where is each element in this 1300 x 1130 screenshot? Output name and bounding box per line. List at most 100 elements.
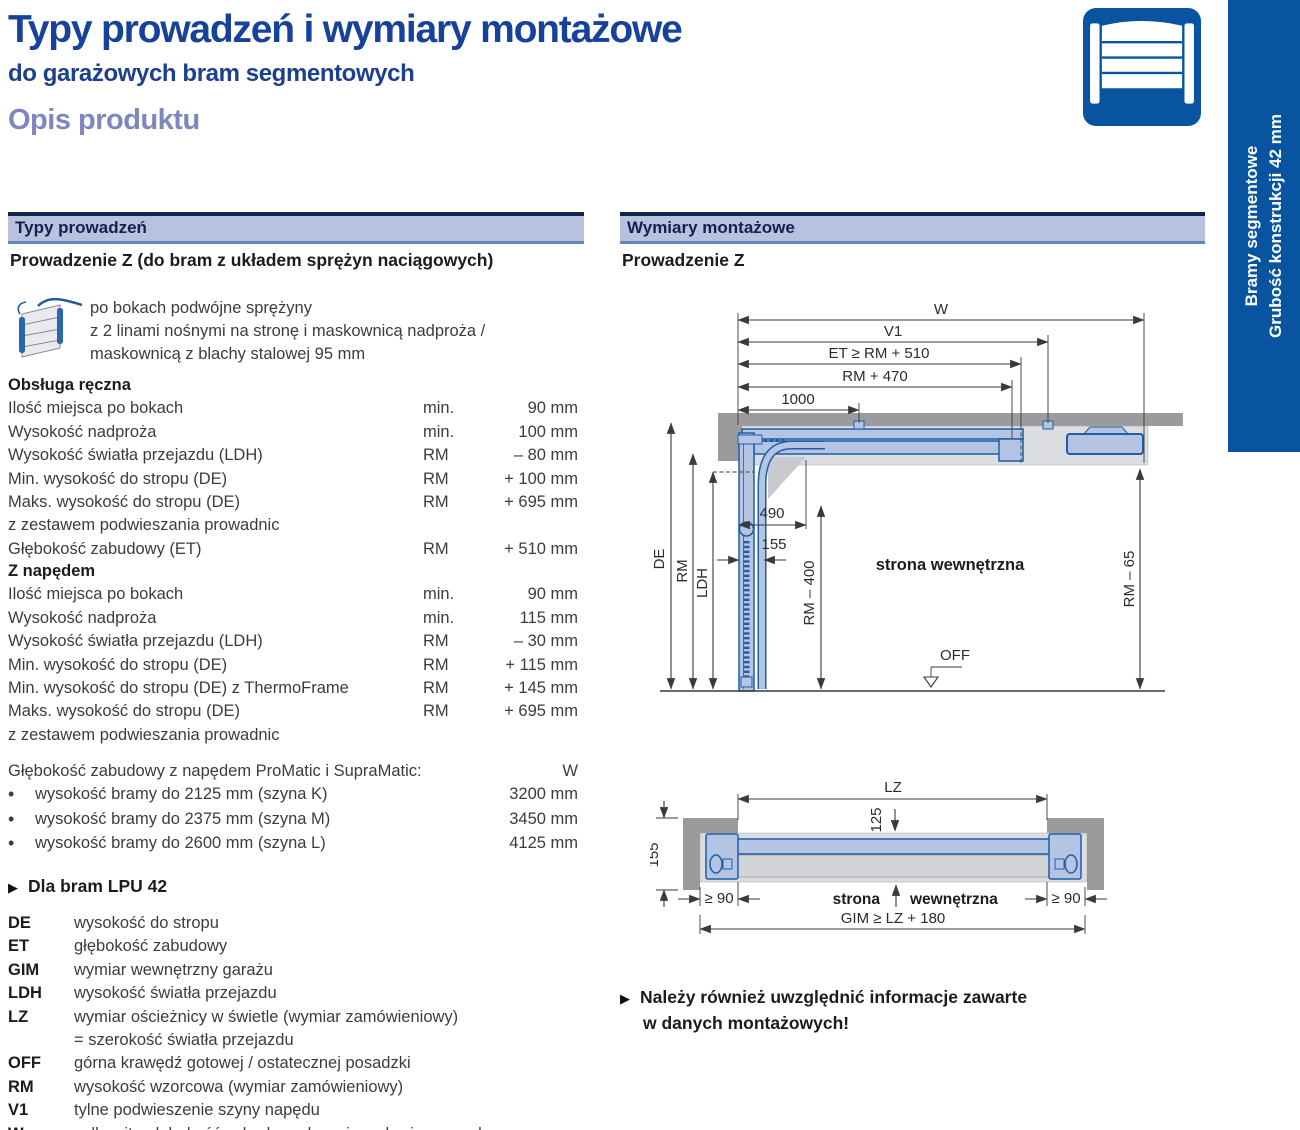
row-label: Ilość miejsca po bokach [8,399,184,418]
table-row: Wysokość światła przejazdu (LDH) RM – 30 m… [8,630,578,653]
legend-key: RM [8,1077,34,1096]
operator-rail [741,428,1024,440]
legend-key: LZ [8,1007,29,1026]
legend-key: LDH [8,984,42,1003]
intro-text: po bokach podwójne sprężyny z 2 linami n… [90,299,486,363]
table-row: Wysokość nadproża min. 100 mm [8,421,578,444]
row-value [483,514,578,537]
table-row: Maks. wysokość do stropu (DE) RM + 695 mm [8,700,578,723]
legend-item: LDH wysokość światła przejazdu [8,982,588,1005]
legend-text: górna krawędź gotowej / ostatecznej posa… [74,1054,411,1073]
row-value: – 80 mm [513,446,578,465]
arrow-right-icon: ▶ [620,991,630,1006]
legend-item: ET głębokość zabudowy [8,935,588,958]
inside-label-2: wewnętrzna [909,891,998,908]
row-ref: RM [423,493,449,512]
legend-item: OFF górna krawędź gotowej / ostatecznej p… [8,1052,588,1075]
legend-item: LZ wymiar ościeżnicy w świetle (wymiar za… [8,1006,588,1053]
row-value: + 695 mm [504,493,578,512]
row-label: Ilość miejsca po bokach [8,585,184,604]
wall-right [1047,818,1104,890]
cable-drum [738,521,755,537]
corner-wedge [768,457,806,499]
montage-note: ▶ Należy również uwzględnić informacje z… [620,985,1200,1035]
dim-rm400: RM – 400 [801,560,818,625]
dim-1000: 1000 [781,391,814,408]
row-label: z zestawem podwieszania prowadnic [8,516,280,535]
row-ref: RM [423,469,449,488]
page-subtitle: do garażowych bram segmentowych [8,60,415,87]
right-lead: Prowadzenie Z [622,250,745,270]
lintel-track [729,838,1057,855]
dim-v1: V1 [884,323,902,340]
ceiling [718,413,1183,426]
frame-left [705,833,739,880]
page-title: Typy prowadzeń i wymiary montażowe [8,8,683,51]
table-row: z zestawem podwieszania prowadnic [8,724,578,747]
row-label: Wysokość nadproża [8,422,157,441]
dim-et: ET ≥ RM + 510 [829,345,930,362]
inside-label: strona wewnętrzna [876,556,1025,574]
row-value [483,724,578,747]
right-section-header: Wymiary montażowe [620,212,1205,244]
item-label: wysokość bramy do 2600 mm (szyna L) [35,834,326,853]
row-value: + 695 mm [504,702,578,721]
legend-item: GIM wymiar wewnętrzny garażu [8,959,588,982]
table-row: Wysokość światła przejazdu (LDH) RM – 80 m… [8,444,578,467]
row-label: Wysokość nadproża [8,608,157,627]
bullet-icon [8,783,35,807]
dim-de: DE [651,549,668,570]
row-label: z zestawem podwieszania prowadnic [8,725,280,744]
left-lead: Prowadzenie Z (do bram z układem sprężyn… [10,250,494,270]
note-line2: w danych montażowych! [643,1013,850,1033]
item-label: wysokość bramy do 2375 mm (szyna M) [35,809,331,828]
legend-text: wysokość światła przejazdu [74,984,277,1003]
frame-right [1048,833,1082,880]
legend-key: OFF [8,1054,41,1073]
legend-text: wymiar wewnętrzny garażu [74,960,273,979]
row-ref: RM [423,632,449,651]
row-value: + 145 mm [504,679,578,698]
legend-item: DE wysokość do stropu [8,912,588,935]
legend-item: RM wysokość wzorcowa (wymiar zamówieniowy… [8,1076,588,1099]
arrow-right-icon: ▶ [8,880,18,895]
item-label: wysokość bramy do 2125 mm (szyna K) [35,785,328,804]
legend-item: Wcałkowita głębokość zabudowy, łącznie z… [8,1123,588,1130]
item-value: 3200 mm [509,785,578,804]
row-ref: min. [423,399,455,418]
depth-intro: Głębokość zabudowy z napędem ProMatic i … [8,762,422,780]
legend-key: W [8,1123,74,1130]
legend-text: głębokość zabudowy [74,937,228,956]
inside-label-1: strona [833,891,881,908]
top-view-diagram: LZ 125 155 strona wewnętrzna ≥ 90 ≥ 90 G… [650,779,1107,934]
row-ref [423,724,483,747]
dim-lz: LZ [884,779,902,796]
lpu-note-label: Dla bram LPU 42 [28,876,168,896]
datum-icon [922,676,940,688]
table-row: Ilość miejsca po bokach min. 90 mm [8,583,578,606]
row-ref: min. [423,585,455,604]
row-label: Maks. wysokość do stropu (DE) [8,493,240,512]
table-row: Wysokość nadproża min. 115 mm [8,607,578,630]
legend-key: GIM [8,960,40,979]
depth-intro-row: Głębokość zabudowy z napędem ProMatic i … [8,760,578,783]
list-item: wysokość bramy do 2375 mm (szyna M) 3450 … [8,808,578,832]
row-value: – 30 mm [513,632,578,651]
dim-125: 125 [868,807,885,832]
section-title: Opis produktu [8,104,200,136]
table-row: Min. wysokość do stropu (DE) z ThermoFra… [8,677,578,700]
off-label: OFF [940,647,970,664]
bullet-icon [8,808,35,832]
left-section-header: Typy prowadzeń [8,212,584,244]
manual-heading: Obsługa ręczna [8,376,131,394]
row-value: + 115 mm [505,655,578,674]
legend-text: całkowita głębokość zabudowy, łącznie z … [74,1123,588,1130]
roller-right [1064,854,1078,874]
lpu-note: ▶ Dla bram LPU 42 [8,876,167,897]
row-ref: RM [423,702,449,721]
table-row: Min. wysokość do stropu (DE) RM + 100 mm [8,468,578,491]
side-tab-text: Bramy segmentowe Grubość konstrukcji 42 … [1240,114,1288,338]
row-ref: RM [423,539,449,558]
legend-text: wymiar ościeżnicy w świetle (wymiar zamó… [74,1007,459,1050]
